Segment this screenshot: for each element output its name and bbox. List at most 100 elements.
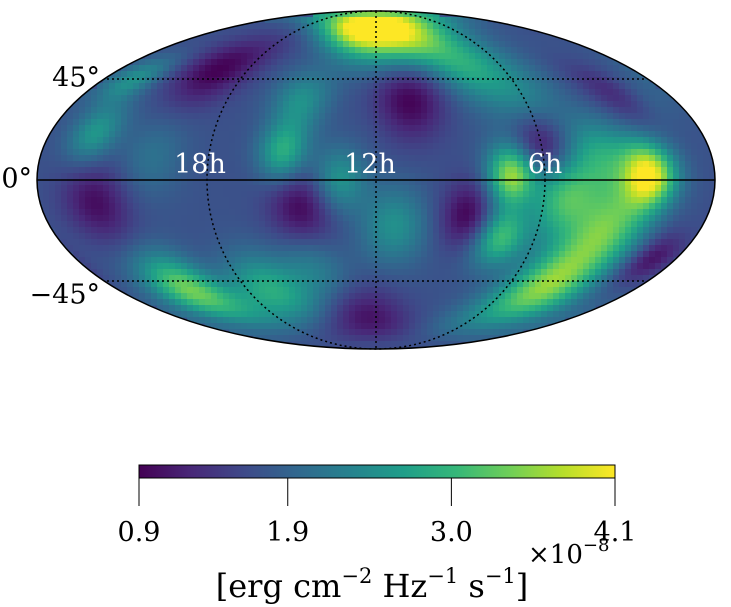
heatmap-cell <box>631 161 638 168</box>
heatmap-cell <box>211 221 218 228</box>
heatmap-cell <box>61 113 68 120</box>
heatmap-cell <box>511 41 518 48</box>
heatmap-cell <box>145 233 152 240</box>
heatmap-cell <box>577 71 584 78</box>
heatmap-cell <box>427 335 434 342</box>
heatmap-cell <box>115 197 122 204</box>
heatmap-cell <box>391 179 398 186</box>
heatmap-cell <box>619 179 626 186</box>
heatmap-cell <box>73 239 80 246</box>
heatmap-cell <box>307 143 314 150</box>
heatmap-cell <box>331 245 338 252</box>
heatmap-cell <box>559 95 566 102</box>
heatmap-cell <box>313 95 320 102</box>
heatmap-cell <box>91 203 98 210</box>
heatmap-cell <box>313 233 320 240</box>
heatmap-cell <box>409 281 416 288</box>
heatmap-cell <box>517 59 524 66</box>
heatmap-cell <box>397 95 404 102</box>
heatmap-cell <box>433 17 440 24</box>
heatmap-cell <box>355 137 362 144</box>
heatmap-cell <box>427 131 434 138</box>
heatmap-cell <box>97 191 104 198</box>
heatmap-cell <box>397 29 404 36</box>
heatmap-cell <box>199 305 206 312</box>
heatmap-cell <box>511 227 518 234</box>
heatmap-cell <box>193 53 200 60</box>
heatmap-cell <box>379 221 386 228</box>
heatmap-cell <box>319 107 326 114</box>
heatmap-cell <box>325 293 332 300</box>
heatmap-cell <box>361 131 368 138</box>
heatmap-cell <box>463 167 470 174</box>
heatmap-cell <box>127 137 134 144</box>
heatmap-cell <box>55 125 62 132</box>
heatmap-cell <box>439 233 446 240</box>
heatmap-cell <box>415 233 422 240</box>
heatmap-cell <box>211 305 218 312</box>
heatmap-cell <box>301 161 308 168</box>
heatmap-cell <box>289 197 296 204</box>
heatmap-cell <box>217 137 224 144</box>
heatmap-cell <box>673 161 680 168</box>
heatmap-cell <box>271 167 278 174</box>
heatmap-cell <box>313 341 320 348</box>
heatmap-cell <box>493 281 500 288</box>
heatmap-cell <box>439 35 446 42</box>
heatmap-cell <box>517 101 524 108</box>
heatmap-cell <box>547 131 554 138</box>
heatmap-cell <box>421 101 428 108</box>
heatmap-cell <box>325 53 332 60</box>
heatmap-cell <box>541 35 548 42</box>
heatmap-cell <box>517 191 524 198</box>
heatmap-cell <box>673 233 680 240</box>
heatmap-cell <box>415 47 422 54</box>
heatmap-cell <box>325 35 332 42</box>
heatmap-cell <box>217 305 224 312</box>
heatmap-cell <box>499 293 506 300</box>
heatmap-cell <box>361 197 368 204</box>
heatmap-cell <box>445 101 452 108</box>
heatmap-cell <box>547 317 554 324</box>
heatmap-cell <box>265 23 272 30</box>
heatmap-cell <box>223 53 230 60</box>
heatmap-cell <box>673 179 680 186</box>
heatmap-cell <box>241 323 248 330</box>
heatmap-cell <box>637 275 644 282</box>
heatmap-cell <box>565 179 572 186</box>
heatmap-cell <box>271 305 278 312</box>
heatmap-cell <box>253 23 260 30</box>
heatmap-cell <box>349 47 356 54</box>
heatmap-cell <box>685 191 692 198</box>
heatmap-cell <box>397 257 404 264</box>
heatmap-cell <box>577 155 584 162</box>
heatmap-cell <box>343 299 350 306</box>
heatmap-cell <box>283 101 290 108</box>
heatmap-cell <box>379 317 386 324</box>
heatmap-cell <box>439 299 446 306</box>
heatmap-cell <box>541 173 548 180</box>
heatmap-cell <box>43 185 50 192</box>
heatmap-cell <box>529 299 536 306</box>
heatmap-cell <box>571 245 578 252</box>
heatmap-cell <box>61 203 68 210</box>
heatmap-cell <box>229 149 236 156</box>
heatmap-cell <box>697 191 704 198</box>
heatmap-cell <box>349 179 356 186</box>
heatmap-cell <box>571 101 578 108</box>
heatmap-cell <box>109 173 116 180</box>
heatmap-cell <box>283 77 290 84</box>
heatmap-cell <box>355 329 362 336</box>
heatmap-cell <box>457 23 464 30</box>
heatmap-cell <box>571 203 578 210</box>
heatmap-cell <box>85 161 92 168</box>
heatmap-cell <box>667 221 674 228</box>
heatmap-cell <box>325 215 332 222</box>
heatmap-cell <box>169 209 176 216</box>
heatmap-cell <box>547 95 554 102</box>
heatmap-cell <box>691 197 698 204</box>
heatmap-cell <box>517 269 524 276</box>
heatmap-cell <box>289 17 296 24</box>
heatmap-cell <box>61 167 68 174</box>
heatmap-cell <box>337 239 344 246</box>
